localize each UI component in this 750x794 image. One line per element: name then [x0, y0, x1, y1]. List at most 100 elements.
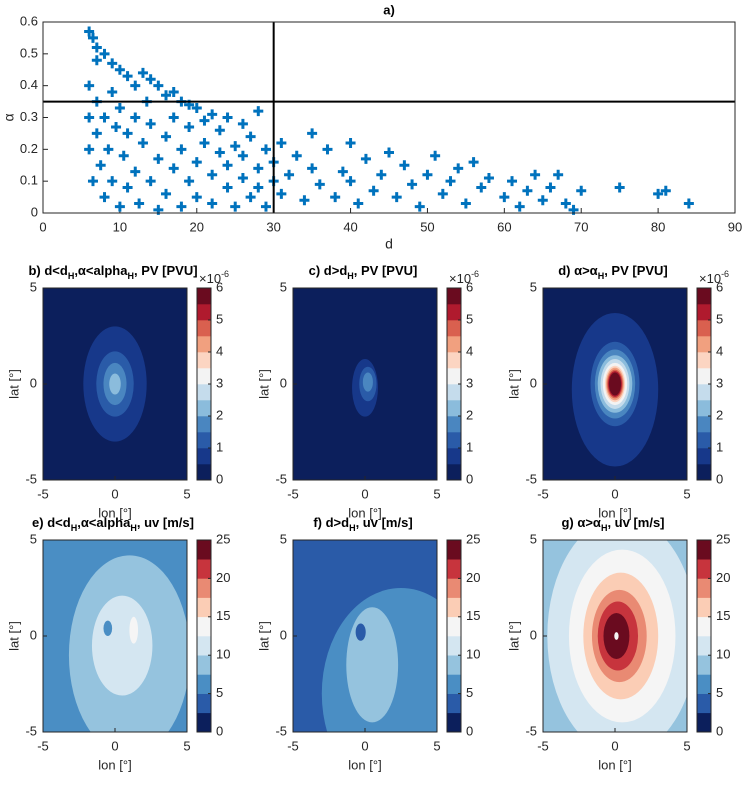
colorbar-swatch — [197, 616, 211, 637]
colorbar-tick-label: 5 — [216, 311, 223, 326]
point — [507, 176, 518, 187]
colorbar-swatch — [197, 352, 211, 369]
colorbar-swatch — [697, 559, 711, 579]
point — [276, 188, 287, 199]
colorbar-tick-label: 15 — [716, 608, 730, 623]
point — [222, 160, 233, 171]
point — [545, 182, 556, 193]
point — [368, 185, 379, 196]
colorbar-swatch — [697, 320, 711, 337]
colorbar-tick-label: 10 — [216, 647, 230, 662]
colorbar-swatch — [197, 597, 211, 618]
point — [360, 153, 371, 164]
colorbar-swatch — [197, 384, 211, 401]
point — [103, 144, 114, 155]
colorbar-tick-label: 6 — [466, 279, 473, 294]
multiplier-exponent: -6 — [721, 269, 729, 279]
colorbar-tick-label: 2 — [216, 407, 223, 422]
colorbar-swatch — [697, 336, 711, 353]
x-tick-label: -5 — [287, 738, 299, 753]
point — [253, 163, 264, 174]
colorbar-swatch — [697, 432, 711, 449]
x-tick-label: 80 — [651, 219, 665, 234]
x-tick-label: 5 — [183, 486, 190, 501]
colorbar-tick-label: 5 — [466, 685, 473, 700]
colorbar-tick-label: 5 — [716, 685, 723, 700]
panel-title: e) d<dH,α<alphaH, uv [m/s] — [32, 515, 194, 533]
point — [130, 112, 141, 123]
contour-fill — [355, 623, 366, 641]
x-tick-label: 40 — [343, 219, 357, 234]
point — [245, 131, 256, 142]
colorbar-swatch — [447, 368, 461, 385]
y-tick-label: -5 — [25, 471, 37, 486]
y-axis-label: lat [°] — [506, 369, 521, 399]
colorbar-tick-label: 20 — [466, 570, 480, 585]
point — [134, 198, 145, 209]
y-tick-label: 0.1 — [20, 173, 38, 188]
point — [91, 128, 102, 139]
point — [87, 32, 98, 43]
point — [353, 198, 364, 209]
point — [314, 179, 325, 190]
colorbar-tick-label: 6 — [716, 279, 723, 294]
panel-title: d) α>αH, PV [PVU] — [558, 263, 668, 281]
colorbar-swatch — [697, 540, 711, 560]
y-tick-label: -5 — [25, 723, 37, 738]
title-part: , uv [m/s] — [356, 515, 413, 530]
multiplier-base: ×10 — [199, 271, 221, 286]
x-tick-label: 30 — [266, 219, 280, 234]
points — [84, 26, 694, 215]
colorbar-tick-label: 1 — [216, 439, 223, 454]
point — [337, 166, 348, 177]
x-axis-label: lon [°] — [98, 757, 131, 772]
point — [114, 64, 125, 75]
colorbar-tick-label: 4 — [216, 343, 223, 358]
title-part: e) d<d — [32, 515, 71, 530]
colorbar-swatch — [697, 304, 711, 321]
x-tick-label: 0 — [111, 486, 118, 501]
point — [407, 179, 418, 190]
y-tick-label: 0 — [31, 204, 38, 219]
colorbar-tick-label: 1 — [716, 439, 723, 454]
title-part: f) d>d — [313, 515, 349, 530]
y-tick-label: 0.2 — [20, 141, 38, 156]
point — [237, 150, 248, 161]
x-tick-label: 5 — [683, 738, 690, 753]
colorbar-swatch — [447, 636, 461, 656]
point — [91, 42, 102, 53]
point — [137, 137, 148, 148]
axes-box — [42, 21, 736, 214]
x-axis-label: lon [°] — [598, 505, 631, 520]
point — [87, 176, 98, 187]
x-tick-label: 0 — [361, 738, 368, 753]
panel-title: f) d>dH, uv [m/s] — [313, 515, 412, 533]
colorbar-swatch — [197, 464, 211, 481]
contour-fill — [109, 373, 121, 395]
point — [107, 58, 118, 69]
y-tick-label: 0.5 — [20, 45, 38, 60]
point — [176, 201, 187, 212]
colorbar-tick-label: 0 — [466, 471, 473, 486]
point — [114, 201, 125, 212]
x-tick-label: 10 — [113, 219, 127, 234]
point — [453, 163, 464, 174]
colorbar-swatch — [197, 636, 211, 656]
y-axis-label: lat [°] — [256, 621, 271, 651]
point — [122, 182, 133, 193]
point — [176, 144, 187, 155]
point — [414, 201, 425, 212]
colorbar-swatch — [197, 712, 211, 733]
point — [253, 182, 264, 193]
colorbar-swatch — [697, 655, 711, 675]
colorbar-swatch — [197, 448, 211, 465]
colorbar-swatch — [447, 693, 461, 714]
point — [537, 195, 548, 206]
point — [276, 137, 287, 148]
colorbar-swatch — [697, 712, 711, 733]
point — [191, 157, 202, 168]
y-tick-label: 0 — [30, 627, 37, 642]
point — [199, 115, 210, 126]
point — [422, 169, 433, 180]
